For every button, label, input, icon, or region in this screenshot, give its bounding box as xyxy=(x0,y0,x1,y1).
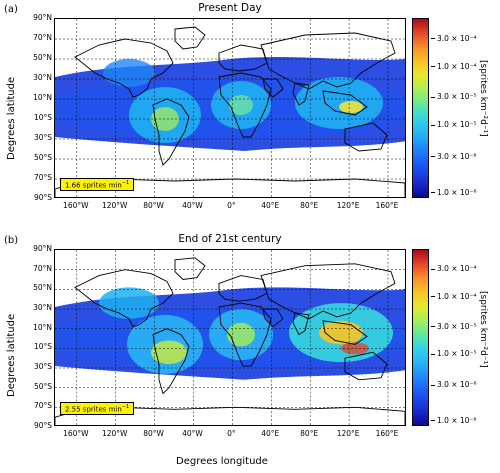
coastline-europe xyxy=(218,275,268,302)
sprite-hotspot xyxy=(227,322,255,347)
colorbar-label: [sprites km⁻²d⁻¹] xyxy=(478,291,488,368)
colorbar xyxy=(412,18,429,198)
longitude-tick-label: 120°E xyxy=(336,429,360,438)
coastline-se-asia xyxy=(322,320,368,345)
latitude-tick-label: 30°S xyxy=(33,362,52,371)
colorbar-tick-label: 3.0 × 10⁻⁴ xyxy=(431,33,477,43)
longitude-tick-label: 40°E xyxy=(261,201,280,210)
coastline-australia xyxy=(344,351,388,381)
latitude-tick-label: 30°N xyxy=(33,303,52,312)
sprite-rate-unit-exponent: −1 xyxy=(121,404,130,410)
latitude-tick-label: 50°S xyxy=(33,381,52,391)
latitude-tick-label: 10°N xyxy=(33,322,52,332)
panel-label: (a) xyxy=(4,4,18,15)
latitude-tick-label: 10°S xyxy=(33,342,52,352)
colorbar-tick-label: 1.0 × 10⁻⁶ xyxy=(431,415,477,425)
coastline-arabia xyxy=(262,308,284,328)
latitude-tick-label: 10°S xyxy=(33,113,52,122)
latitude-tick-label: 70°S xyxy=(33,173,52,182)
latitude-tick-label: 50°N xyxy=(33,283,52,293)
latitude-tick-label: 90°N xyxy=(33,244,52,253)
sprite-hotspot xyxy=(103,59,155,87)
sprite-density-map xyxy=(55,19,405,197)
longitude-tick-label: 80°W xyxy=(143,429,164,438)
latitude-tick-label: 70°N xyxy=(33,33,52,42)
x-axis-label: Degrees longitude xyxy=(176,456,268,467)
colorbar-tick-label: 1.0 × 10⁻⁴ xyxy=(431,291,477,301)
latitude-tick-label: 50°S xyxy=(33,153,52,162)
coastline-greenland xyxy=(174,257,206,280)
colorbar-tick-label: 3.0 × 10⁻⁶ xyxy=(431,151,477,161)
sprite-rate-unit-exponent: −1 xyxy=(121,180,130,186)
colorbar-tick-label: 3.0 × 10⁻⁴ xyxy=(431,264,477,274)
coastline-europe xyxy=(218,44,268,72)
longitude-tick-label: 120°W xyxy=(101,429,128,438)
coastline-arabia xyxy=(262,78,284,98)
longitude-tick-label: 40°E xyxy=(261,429,280,438)
coastline-greenland xyxy=(174,26,206,50)
colorbar-tick-label: 1.0 × 10⁻⁵ xyxy=(431,120,477,130)
y-axis-label: Degrees latitude xyxy=(6,313,17,397)
coastline-north-america xyxy=(74,38,174,98)
longitude-tick-label: 40°W xyxy=(182,201,203,210)
sprite-hotspot xyxy=(295,77,383,129)
panel-label: (b) xyxy=(4,235,19,246)
longitude-tick-label: 120°E xyxy=(336,201,360,210)
colorbar-tick-label: 3.0 × 10⁻⁵ xyxy=(431,92,477,102)
coastline-se-asia xyxy=(322,90,368,116)
coastline-india xyxy=(292,312,310,336)
sprite-rate-text: 2.55 sprites min xyxy=(65,405,122,414)
panel-title: End of 21st century xyxy=(178,233,282,245)
longitude-tick-label: 120°W xyxy=(101,201,128,210)
colorbar-label: [sprites km⁻²d⁻¹] xyxy=(478,60,488,137)
coastline-india xyxy=(292,82,310,106)
panel-end-of-century: (b) End of 21st century Degrees latitude… xyxy=(0,231,500,473)
longitude-tick-label: 0° xyxy=(227,201,236,210)
colorbar-tick-label: 1.0 × 10⁻⁴ xyxy=(431,61,477,71)
latitude-tick-label: 30°N xyxy=(33,73,52,82)
panel-title: Present Day xyxy=(198,2,262,14)
coastline-north-america xyxy=(74,269,174,328)
coastline-africa xyxy=(218,72,272,138)
longitude-tick-label: 80°E xyxy=(300,201,319,210)
y-axis-label: Degrees latitude xyxy=(6,76,17,160)
sprite-rate-box: 1.66 sprites min−1 xyxy=(60,178,135,192)
longitude-tick-label: 160°E xyxy=(375,201,399,210)
sprite-hotspot xyxy=(229,95,253,115)
colorbar-tick-label: 3.0 × 10⁻⁵ xyxy=(431,321,477,331)
longitude-tick-label: 40°W xyxy=(182,429,203,438)
coastline-south-america xyxy=(152,328,190,395)
latitude-tick-label: 70°N xyxy=(33,263,52,273)
longitude-tick-label: 160°W xyxy=(63,201,89,210)
sprite-hotspot xyxy=(151,340,187,365)
map-present-day xyxy=(54,18,406,198)
latitude-tick-label: 90°S xyxy=(33,193,52,202)
sprite-hotspot xyxy=(319,320,363,345)
longitude-tick-label: 80°W xyxy=(143,201,164,210)
latitude-tick-label: 10°N xyxy=(33,93,52,102)
sprite-hotspot xyxy=(99,287,159,319)
latitude-tick-label: 50°N xyxy=(33,53,52,62)
coastline-australia xyxy=(344,122,388,152)
longitude-tick-label: 80°E xyxy=(300,429,319,438)
coastline-africa xyxy=(218,302,272,367)
longitude-tick-label: 160°E xyxy=(375,429,399,438)
latitude-tick-label: 90°N xyxy=(33,13,52,22)
colorbar-tick-label: 1.0 × 10⁻⁶ xyxy=(431,187,477,197)
latitude-tick-label: 30°S xyxy=(33,133,52,142)
sprite-rate-box: 2.55 sprites min−1 xyxy=(60,402,135,416)
longitude-tick-label: 0° xyxy=(227,429,236,438)
sprite-density-map xyxy=(55,250,405,425)
sprite-rate-text: 1.66 sprites min xyxy=(65,181,122,190)
panel-present-day: (a) Present Day Degrees latitude 90°N 70°… xyxy=(0,0,500,231)
longitude-tick-label: 160°W xyxy=(63,429,89,438)
sprite-hotspot xyxy=(339,101,363,113)
latitude-tick-label: 90°S xyxy=(33,421,52,430)
coastline-south-america xyxy=(152,98,190,166)
colorbar xyxy=(412,249,429,426)
map-end-of-century xyxy=(54,249,406,426)
colorbar-tick-label: 1.0 × 10⁻⁵ xyxy=(431,349,477,359)
colorbar-tick-label: 3.0 × 10⁻⁶ xyxy=(431,380,477,390)
latitude-tick-label: 70°S xyxy=(33,401,52,411)
